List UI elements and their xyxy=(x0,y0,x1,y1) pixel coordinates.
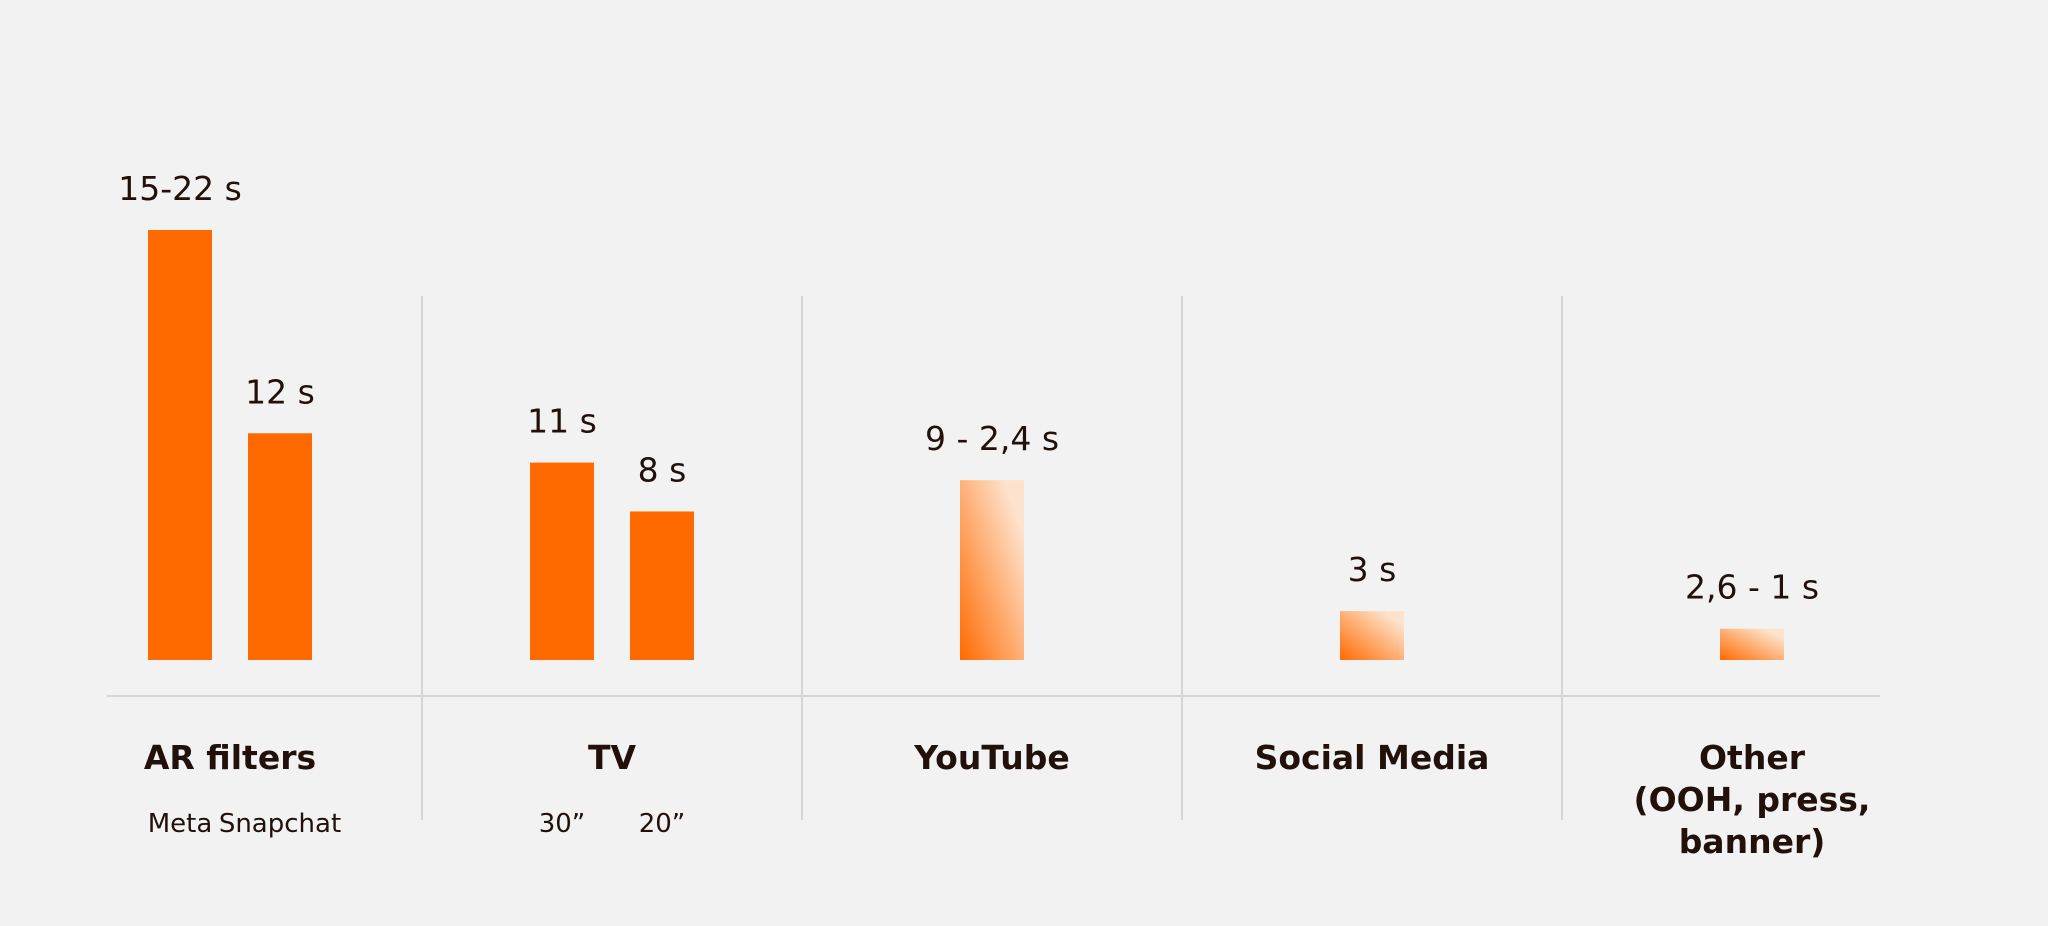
bar-tv-2 xyxy=(630,511,694,660)
group-label-ar-filters: AR filters xyxy=(144,738,316,777)
bar-social-media-1 xyxy=(1340,611,1404,660)
group-labels: AR filters TV YouTube Social Media Other(OOH… xyxy=(144,738,1871,861)
bar-tv-1 xyxy=(530,462,594,660)
group-label-other-line-2: (OOH, press, xyxy=(1634,780,1871,819)
bar-youtube-1 xyxy=(960,480,1024,660)
value-label-tv-1: 11 s xyxy=(527,402,597,441)
sub-labels: Meta Snapchat 30” 20” xyxy=(148,809,686,839)
group-label-other-line-3: banner) xyxy=(1679,822,1826,861)
column-dividers xyxy=(421,296,1563,820)
value-label-tv-2: 8 s xyxy=(638,450,687,489)
value-label-other-1: 2,6 - 1 s xyxy=(1685,568,1819,607)
sub-label-meta: Meta xyxy=(148,809,213,839)
bar-ar-filters-2 xyxy=(248,433,312,660)
sub-label-20: 20” xyxy=(639,809,686,839)
value-label-ar-filters-1: 15-22 s xyxy=(118,169,242,208)
bars xyxy=(148,230,1784,660)
bar-other-1 xyxy=(1720,628,1784,660)
value-labels: 15-22 s 12 s 11 s 8 s 9 - 2,4 s 3 s 2,6 - 1 s xyxy=(118,169,1819,607)
sub-label-snapchat: Snapchat xyxy=(219,809,341,839)
group-label-youtube: YouTube xyxy=(913,738,1069,777)
value-label-ar-filters-2: 12 s xyxy=(245,372,315,411)
group-label-social-media: Social Media xyxy=(1255,738,1490,777)
value-label-social-media-1: 3 s xyxy=(1348,550,1397,589)
group-label-tv: TV xyxy=(588,738,637,777)
value-label-youtube-1: 9 - 2,4 s xyxy=(925,419,1059,458)
sub-label-30: 30” xyxy=(539,809,586,839)
group-label-other-line-1: Other xyxy=(1699,738,1806,777)
bar-ar-filters-1 xyxy=(148,230,212,660)
